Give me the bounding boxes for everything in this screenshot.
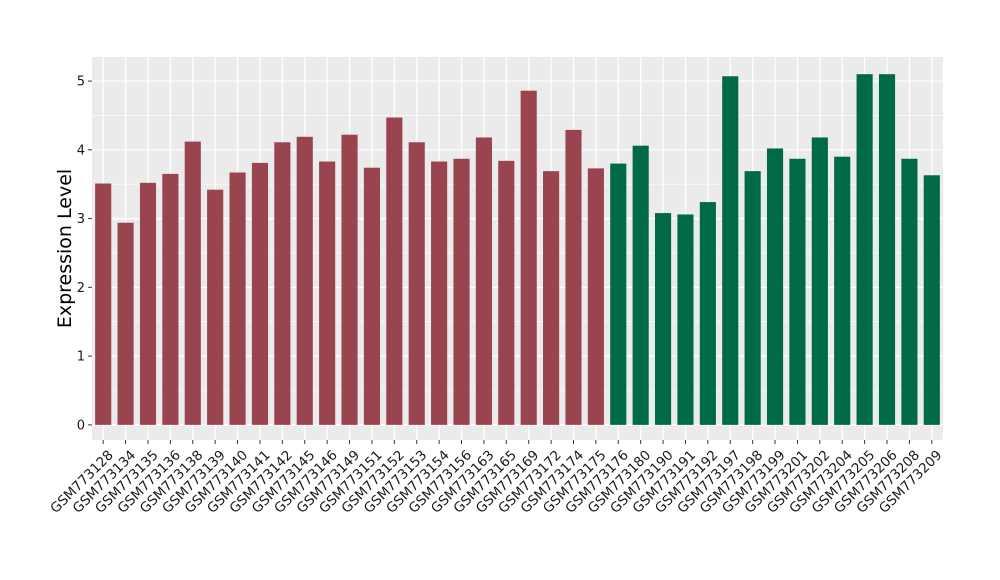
bar-GSM773135 bbox=[139, 182, 157, 425]
bar-GSM773134 bbox=[117, 222, 134, 425]
bar-GSM773154 bbox=[431, 161, 448, 425]
y-tick-label: 5 bbox=[77, 75, 85, 90]
bar-GSM773146 bbox=[319, 161, 336, 425]
bar-GSM773175 bbox=[587, 168, 604, 425]
bar-GSM773172 bbox=[543, 171, 560, 425]
bar-GSM773204 bbox=[834, 156, 851, 425]
bar-GSM773198 bbox=[744, 171, 761, 425]
bar-GSM773128 bbox=[95, 183, 112, 425]
bar-GSM773156 bbox=[453, 158, 470, 425]
bar-GSM773180 bbox=[632, 145, 649, 425]
bar-GSM773151 bbox=[363, 167, 380, 425]
bar-GSM773153 bbox=[408, 142, 425, 425]
bars bbox=[95, 74, 940, 425]
bar-GSM773174 bbox=[565, 129, 582, 425]
bar-GSM773165 bbox=[498, 160, 515, 425]
y-tick-label: 1 bbox=[77, 350, 85, 365]
bar-GSM773152 bbox=[386, 117, 403, 425]
bar-GSM773192 bbox=[699, 202, 716, 425]
bar-GSM773169 bbox=[520, 90, 537, 425]
y-tick-label: 4 bbox=[77, 143, 85, 158]
y-tick-label: 2 bbox=[77, 281, 85, 296]
bar-GSM773205 bbox=[856, 74, 873, 425]
x-axis: GSM773128GSM773134GSM773135GSM773136GSM7… bbox=[47, 440, 945, 517]
bar-GSM773142 bbox=[274, 142, 291, 425]
bar-GSM773176 bbox=[610, 163, 627, 425]
bar-GSM773139 bbox=[207, 189, 224, 425]
bar-GSM773206 bbox=[878, 74, 896, 425]
bar-GSM773163 bbox=[475, 137, 492, 425]
bar-GSM773138 bbox=[184, 141, 201, 425]
bar-GSM773201 bbox=[789, 158, 806, 425]
y-axis-title: Expression Level bbox=[54, 169, 76, 328]
bar-GSM773199 bbox=[766, 148, 784, 425]
bar-GSM773208 bbox=[901, 158, 918, 425]
bar-GSM773141 bbox=[251, 162, 269, 425]
bar-GSM773149 bbox=[341, 134, 358, 425]
bar-GSM773140 bbox=[229, 172, 246, 425]
bar-GSM773145 bbox=[296, 136, 313, 425]
bar-GSM773209 bbox=[923, 175, 940, 425]
y-axis: 0 1 2 3 4 5 bbox=[77, 75, 92, 433]
y-tick-label: 3 bbox=[77, 212, 85, 227]
bar-GSM773202 bbox=[811, 137, 828, 425]
y-tick-label: 0 bbox=[77, 418, 85, 433]
bar-GSM773190 bbox=[655, 213, 672, 425]
bar-GSM773136 bbox=[162, 173, 179, 425]
bar-GSM773191 bbox=[677, 214, 694, 425]
bar-GSM773197 bbox=[722, 76, 739, 425]
